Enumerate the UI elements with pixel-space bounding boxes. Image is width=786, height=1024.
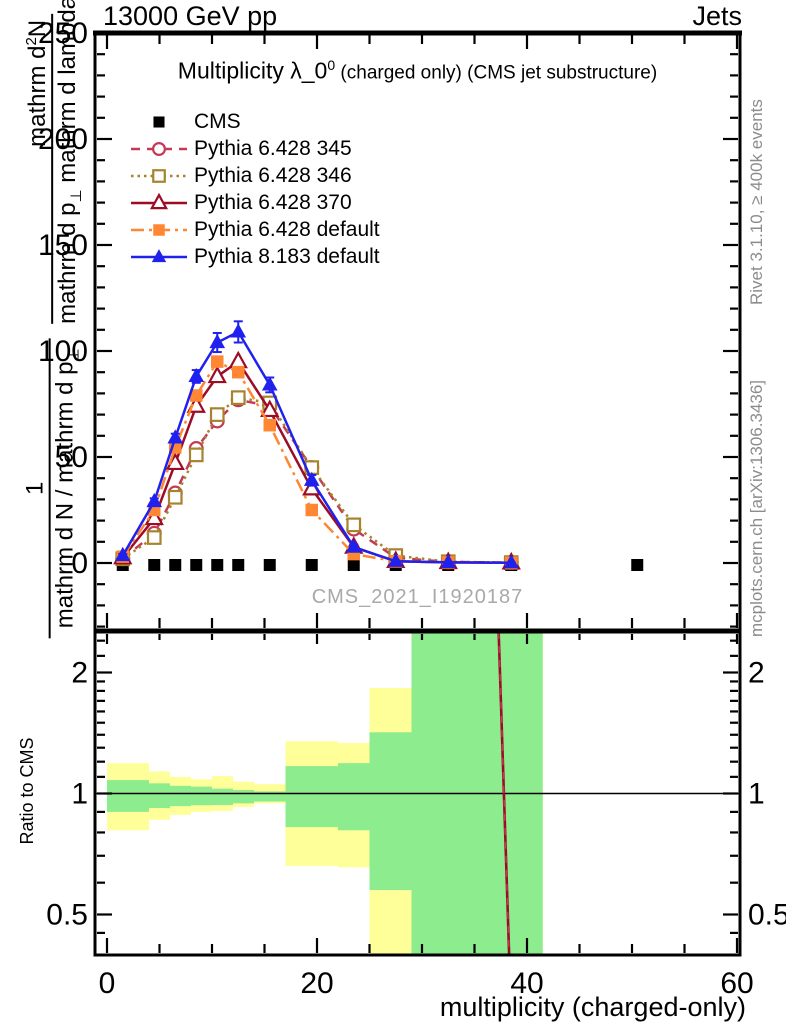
y-axis-label-normalization-fraction: 1 mathrm d N / mathrm d p⊥ (21, 338, 84, 639)
svg-text:0: 0 (99, 967, 116, 1000)
fraction-denominator-tail: mathrm d lambda (54, 0, 82, 190)
svg-text:50: 50 (55, 441, 88, 474)
plot-title-superscript: 0 (327, 57, 336, 73)
legend-item-pythia-6-428-370: Pythia 6.428 370 (130, 189, 380, 216)
fraction-denominator-text: mathrm d N / mathrm d p (52, 361, 80, 629)
legend-marker-sample (131, 223, 187, 236)
svg-text:2: 2 (748, 657, 765, 690)
panel-borders (93, 30, 742, 957)
plot-title: Multiplicity λ_00 (charged only) (CMS je… (95, 57, 740, 85)
legend-marker-sample (153, 115, 165, 128)
rivet-version-label: Rivet 3.1.10, ≥ 400k events (747, 99, 766, 305)
y-axis-label-derivative-fraction: mathrm d2N mathrm d p⊥ mathrm d lambda (23, 0, 86, 324)
svg-text:0.5: 0.5 (748, 899, 786, 932)
series-cms (116, 559, 644, 571)
legend-label: Pythia 6.428 default (194, 217, 380, 241)
legend-label: CMS (194, 109, 241, 133)
legend-marker-sample (131, 141, 187, 156)
legend-label: Pythia 6.428 345 (194, 136, 352, 160)
legend-marker-sample (131, 248, 187, 262)
plot-title-main: Multiplicity λ_0 (177, 57, 328, 84)
process-label: Jets (692, 1, 742, 31)
series-pythia-6-428-346 (115, 390, 519, 570)
ratio-axis-label: Ratio to CMS (17, 737, 37, 845)
fraction-denominator: mathrm d p⊥ mathrm d lambda (51, 0, 86, 324)
svg-text:0: 0 (71, 547, 88, 580)
legend-item-pythia-8-183-default: Pythia 8.183 default (130, 243, 380, 270)
fraction-denominator-text: mathrm d p (54, 202, 82, 324)
mcplots-reference-label: mcplots.cern.ch [arXiv:1306.3436] (747, 379, 766, 637)
fraction-denominator: mathrm d N / mathrm d p⊥ (49, 338, 84, 639)
legend-item-pythia-6-428-345: Pythia 6.428 345 (130, 135, 380, 162)
legend-marker-sample (131, 168, 187, 183)
svg-text:0.5: 0.5 (46, 899, 88, 932)
svg-text:20: 20 (300, 967, 333, 1000)
legend-item-pythia-6-428-default: Pythia 6.428 default (130, 216, 380, 243)
svg-text:1: 1 (748, 778, 765, 811)
legend-marker-sample (131, 192, 187, 209)
plot-title-qualifier: (charged only) (CMS jet substructure) (335, 62, 658, 84)
svg-text:250: 250 (38, 17, 88, 50)
svg-text:200: 200 (38, 123, 88, 156)
fraction-numerator-tail: N (24, 19, 52, 38)
legend-item-pythia-6-428-346: Pythia 6.428 346 (130, 162, 380, 189)
legend: CMS Pythia 6.428 345 Pythia 6.428 346 Pythi… (130, 108, 380, 270)
pythia8-error-bars (118, 320, 516, 564)
svg-text:2: 2 (71, 657, 88, 690)
svg-text:100: 100 (38, 335, 88, 368)
squared-superscript: 2 (23, 37, 41, 46)
series-pythia-6-428-345 (115, 392, 519, 571)
svg-text:60: 60 (720, 967, 753, 1000)
main-series (113, 323, 644, 571)
legend-label: Pythia 6.428 370 (194, 190, 352, 214)
legend-label: Pythia 8.183 default (194, 244, 380, 268)
legend-item-cms: CMS (130, 108, 380, 135)
x-axis-label: multiplicity (charged-only) (439, 992, 746, 1022)
pt-subscript: ⊥ (65, 348, 83, 362)
legend-label: Pythia 6.428 346 (194, 163, 352, 187)
svg-text:150: 150 (38, 229, 88, 262)
fraction-numerator-text: mathrm d (24, 45, 52, 147)
svg-text:40: 40 (510, 967, 543, 1000)
svg-text:1: 1 (71, 778, 88, 811)
axis-ticks (97, 31, 739, 953)
ratio-diverging-mc-line (497, 631, 511, 956)
fraction-numerator: 1 (21, 481, 49, 496)
beam-energy-label: 13000 GeV pp (103, 1, 278, 31)
pt-subscript: ⊥ (68, 189, 86, 203)
fraction-numerator: mathrm d2N (23, 14, 52, 153)
analysis-watermark: CMS_2021_I1920187 (311, 586, 524, 608)
